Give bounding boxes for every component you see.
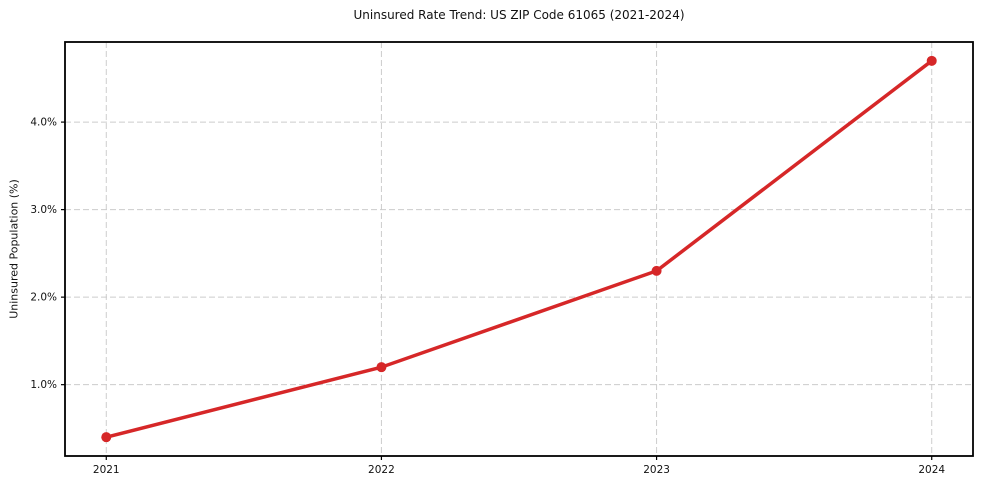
y-tick-label: 1.0% bbox=[30, 379, 57, 391]
data-point-marker bbox=[651, 265, 662, 276]
x-tick-label: 2023 bbox=[643, 464, 670, 476]
y-tick-label: 3.0% bbox=[30, 204, 57, 216]
data-point-marker bbox=[926, 55, 937, 66]
x-tick-label: 2022 bbox=[368, 464, 395, 476]
chart-title: Uninsured Rate Trend: US ZIP Code 61065 … bbox=[353, 8, 685, 22]
plot-border bbox=[64, 41, 974, 457]
x-tick-label: 2024 bbox=[918, 464, 945, 476]
data-point-marker bbox=[376, 362, 387, 373]
trend-line bbox=[104, 59, 934, 439]
y-tick-label: 4.0% bbox=[30, 117, 57, 129]
y-tick-label: 2.0% bbox=[30, 292, 57, 304]
data-point-marker bbox=[101, 432, 112, 443]
x-tick-label: 2021 bbox=[93, 464, 120, 476]
